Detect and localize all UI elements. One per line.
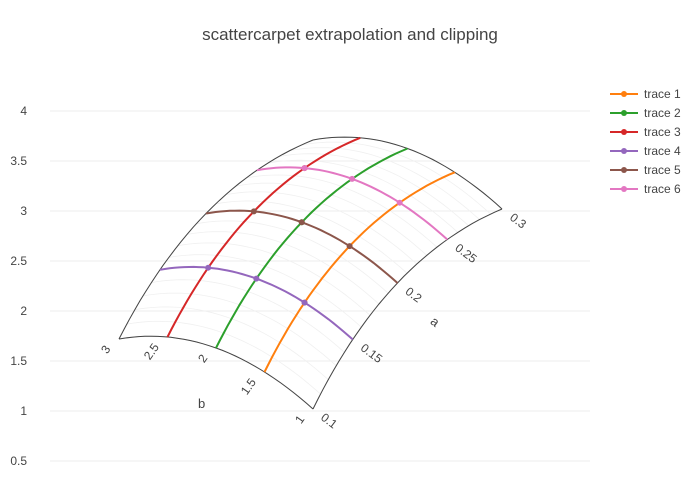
legend-item[interactable]: trace 4 xyxy=(610,144,681,158)
a-tick-label: 0.25 xyxy=(452,241,479,266)
b-tick-label: 2 xyxy=(195,351,210,365)
legend-marker xyxy=(621,148,627,154)
legend-marker xyxy=(621,129,627,135)
a-axis-title: a xyxy=(428,313,443,330)
trace-trace-5 xyxy=(205,208,399,284)
legend-item[interactable]: trace 3 xyxy=(610,125,681,139)
legend[interactable]: trace 1 trace 2 trace 3 trace 4 trace 5 trace… xyxy=(610,87,681,196)
b-tick-label: 1 xyxy=(292,412,307,426)
trace-line xyxy=(263,171,456,373)
b-axis-title: b xyxy=(198,396,205,411)
carpet-b-gridline xyxy=(264,171,455,373)
chart-title: scattercarpet extrapolation and clipping xyxy=(202,25,498,44)
legend-item[interactable]: trace 5 xyxy=(610,163,681,177)
legend-label: trace 3 xyxy=(644,125,681,139)
legend-item[interactable]: trace 6 xyxy=(610,182,681,196)
trace-marker xyxy=(396,199,403,206)
trace-trace-4 xyxy=(159,264,354,341)
b-tick-label: 2.5 xyxy=(141,340,162,362)
trace-marker xyxy=(301,165,308,172)
y-tick-label: 1.5 xyxy=(10,354,27,368)
b-tick-label: 3 xyxy=(98,342,113,356)
b-axis-tick-labels: 1 1.5 2 2.5 3 xyxy=(98,340,307,426)
trace-marker xyxy=(253,275,260,282)
y-tick-label: 2 xyxy=(20,304,27,318)
y-gridlines xyxy=(50,110,590,462)
trace-marker xyxy=(346,243,353,250)
y-axis-ticks: 0.5 1 1.5 2 2.5 3 3.5 4 xyxy=(10,104,27,468)
trace-trace-1 xyxy=(263,171,456,373)
legend-marker xyxy=(621,186,627,192)
trace-marker xyxy=(298,219,305,226)
carpet-b-gridline xyxy=(118,139,314,340)
y-tick-label: 3.5 xyxy=(10,154,27,168)
y-tick-label: 0.5 xyxy=(10,454,27,468)
y-tick-label: 4 xyxy=(20,104,27,118)
a-tick-label: 0.15 xyxy=(358,341,385,366)
legend-item[interactable]: trace 2 xyxy=(610,106,681,120)
traces xyxy=(159,136,456,373)
legend-item[interactable]: trace 1 xyxy=(610,87,681,101)
legend-marker xyxy=(621,91,627,97)
legend-label: trace 1 xyxy=(644,87,681,101)
carpet-boundary xyxy=(118,139,314,340)
trace-marker xyxy=(349,175,356,182)
legend-label: trace 4 xyxy=(644,144,681,158)
trace-marker xyxy=(205,264,212,271)
legend-label: trace 6 xyxy=(644,182,681,196)
y-tick-label: 1 xyxy=(20,404,27,418)
legend-label: trace 5 xyxy=(644,163,681,177)
a-tick-label: 0.2 xyxy=(403,284,425,305)
legend-label: trace 2 xyxy=(644,106,681,120)
carpet-grid xyxy=(118,136,503,410)
trace-marker xyxy=(301,299,308,306)
y-tick-label: 2.5 xyxy=(10,254,27,268)
trace-marker xyxy=(250,208,257,215)
legend-marker xyxy=(621,110,627,116)
trace-trace-6 xyxy=(256,165,448,241)
a-tick-label: 0.3 xyxy=(507,210,529,231)
y-tick-label: 3 xyxy=(20,204,27,218)
a-tick-label: 0.1 xyxy=(318,410,340,431)
legend-marker xyxy=(621,167,627,173)
b-tick-label: 1.5 xyxy=(238,375,259,397)
